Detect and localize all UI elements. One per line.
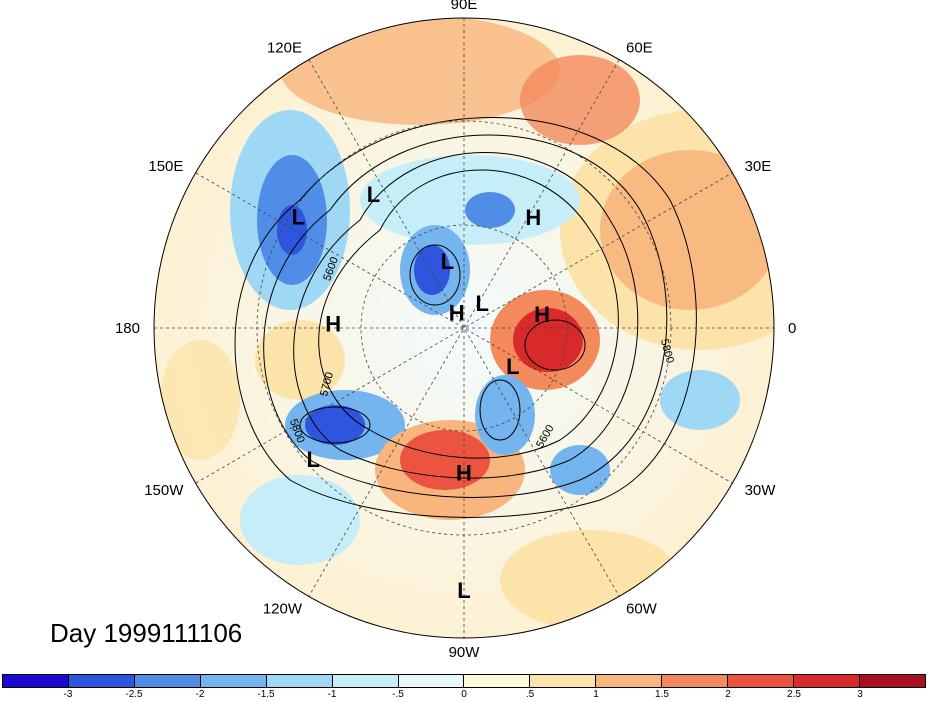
colorbar-tick-label: -1 [327, 689, 337, 700]
longitude-label: 150W [144, 482, 184, 499]
colorbar-swatch [662, 675, 729, 687]
low-pressure-label: L [306, 447, 319, 472]
colorbar-tick-label: 2 [725, 689, 731, 700]
high-pressure-label: H [325, 311, 341, 336]
colorbar-tick-label: 2.5 [787, 689, 801, 700]
day-label: Day 1999111106 [50, 618, 243, 648]
longitude-label: 60E [626, 39, 653, 56]
high-pressure-label: H [525, 205, 541, 230]
longitude-label: 0 [788, 320, 796, 337]
colorbar-tick-label: 0 [461, 689, 467, 700]
colorbar-ticks: -3 -2.5 -2 -1.5 -1 -.5 0 .5 1 1.5 2 2.5 3 [2, 689, 926, 702]
colorbar-tick-label: -1.5 [257, 689, 275, 700]
colorbar-tick-label: 3 [857, 689, 863, 700]
high-pressure-label: H [534, 302, 550, 327]
longitude-label: 180 [115, 320, 140, 337]
colorbar-tick-label: 1.5 [655, 689, 669, 700]
longitude-labels: 90E 60E 30E 0 30W 60W 90W 120W 150W 180 150E 120E [115, 0, 796, 661]
colorbar [2, 674, 926, 688]
low-pressure-label: L [367, 182, 380, 207]
colorbar-swatch [332, 675, 399, 687]
high-pressure-label: H [449, 300, 465, 325]
colorbar-tick-label: -3 [63, 689, 73, 700]
low-pressure-label: L [475, 291, 488, 316]
colorbar-tick-label: -.5 [392, 689, 404, 700]
colorbar-swatch [728, 675, 795, 687]
colorbar-swatch [134, 675, 201, 687]
colorbar-swatch [859, 675, 925, 687]
colorbar-swatch [530, 675, 597, 687]
longitude-label: 150E [148, 158, 183, 175]
longitude-label: 120W [263, 601, 303, 618]
colorbar-tick-label: -2 [195, 689, 205, 700]
colorbar-tick-label: 1 [593, 689, 599, 700]
colorbar-swatch [266, 675, 333, 687]
low-pressure-label: L [506, 354, 519, 379]
low-pressure-label: L [441, 249, 454, 274]
colorbar-tick-label: .5 [525, 689, 535, 700]
colorbar-tick-label: -2.5 [125, 689, 143, 700]
longitude-label: 30W [745, 482, 777, 499]
longitude-label: 90W [449, 644, 481, 661]
colorbar-swatch [398, 675, 465, 687]
colorbar-swatch [596, 675, 663, 687]
colorbar-swatch [3, 675, 69, 687]
low-pressure-label: L [457, 578, 470, 603]
longitude-label: 90E [451, 0, 478, 13]
colorbar-swatch [68, 675, 135, 687]
colorbar-swatch [200, 675, 267, 687]
low-pressure-label: L [292, 204, 305, 229]
longitude-label: 120E [267, 39, 302, 56]
colorbar-swatch [794, 675, 860, 687]
map-boundary [153, 17, 775, 639]
height-contours [234, 117, 697, 518]
longitude-label: 30E [745, 158, 772, 175]
high-pressure-label: H [456, 461, 472, 486]
longitude-label: 60W [626, 601, 658, 618]
colorbar-swatch [464, 675, 531, 687]
graticule [154, 18, 774, 638]
anomaly-field [154, 18, 774, 638]
